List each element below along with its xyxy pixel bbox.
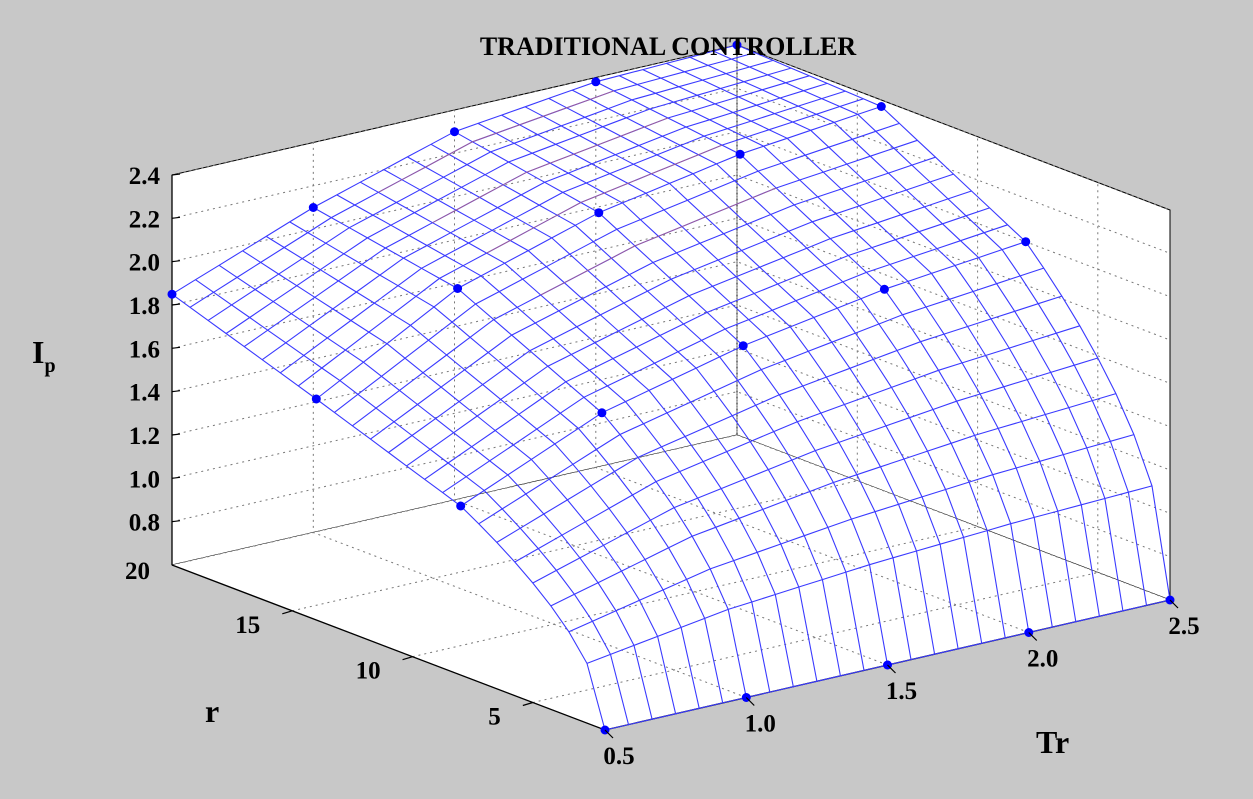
mesh-line-r xyxy=(568,434,1135,633)
z-tick-mark xyxy=(171,303,181,306)
data-marker xyxy=(594,208,604,218)
tick-labels: 0.8 1.0 1.2 1.4 1.6 1.8 2.0 2.2 2.4 5 10 15 20 0.5 1.0… xyxy=(125,163,1200,770)
data-marker xyxy=(311,394,321,404)
y-grid-line xyxy=(532,182,1099,703)
mesh-line-r xyxy=(334,122,900,413)
z-tick-label: 2.2 xyxy=(129,206,160,233)
x-tick-label: 0.5 xyxy=(603,743,634,770)
mesh-line-r xyxy=(442,224,1008,494)
mesh-line-r xyxy=(478,267,1044,525)
z-tick-mark xyxy=(171,216,181,219)
y-grid-line xyxy=(171,45,738,566)
y-grid-line xyxy=(292,90,858,612)
z-tick-mark xyxy=(171,346,181,349)
data-marker xyxy=(735,149,745,159)
data-marker xyxy=(167,289,177,299)
z-grid-line xyxy=(171,391,1171,558)
mesh-line-r xyxy=(406,190,972,467)
mesh-highlight xyxy=(486,144,723,254)
data-marker xyxy=(1021,237,1031,247)
z-grid-line xyxy=(171,44,1171,211)
y-grid-line xyxy=(412,136,979,658)
data-marker xyxy=(450,127,459,137)
y-tick-label: 10 xyxy=(356,658,381,685)
mesh-line-r xyxy=(261,82,828,361)
x-tick-label: 1.5 xyxy=(886,678,917,705)
z-grid-line xyxy=(171,87,1171,254)
z-tick-mark xyxy=(171,390,181,393)
x-tick-mark xyxy=(887,664,896,674)
z-grid-line xyxy=(171,261,1171,428)
y-tick-mark xyxy=(402,656,413,661)
z-tick-mark xyxy=(171,433,181,436)
data-marker xyxy=(453,284,463,293)
z-axis-label: Ip xyxy=(32,334,56,377)
x-tick-label: 2.5 xyxy=(1168,613,1199,640)
axes-pane xyxy=(171,44,1171,730)
y-tick-mark xyxy=(522,701,534,707)
mesh-line-r xyxy=(496,295,1062,543)
surface-mesh xyxy=(171,44,1171,731)
x-tick-label: 2.0 xyxy=(1027,646,1058,673)
data-marker xyxy=(738,341,748,351)
z-tick-label: 1.8 xyxy=(129,293,160,320)
mesh-line-r xyxy=(514,325,1080,563)
z-tick-mark xyxy=(171,520,181,523)
mesh-line-r xyxy=(586,485,1153,664)
mesh-line-r xyxy=(550,393,1117,607)
mesh-highlight xyxy=(378,90,614,193)
z-tick-mark xyxy=(171,173,181,176)
floor-pane xyxy=(172,435,1170,730)
y-axis-label: r xyxy=(205,693,219,729)
z-tick-label: 0.8 xyxy=(129,510,160,537)
x-tick-mark xyxy=(1028,632,1038,641)
mesh-line-r xyxy=(424,207,990,480)
data-marker xyxy=(876,102,886,111)
y-tick-label: 15 xyxy=(235,612,260,639)
z-tick-label: 1.2 xyxy=(129,423,160,450)
z-tick-label: 2.0 xyxy=(129,250,160,277)
z-grid-line xyxy=(171,304,1171,471)
x-tick-mark xyxy=(1169,599,1179,609)
z-tick-label: 1.0 xyxy=(129,466,160,493)
chart-title: TRADITIONAL CONTROLLER xyxy=(480,32,857,61)
z-tick-label: 1.6 xyxy=(129,336,160,363)
mesh-highlight xyxy=(432,117,669,224)
mesh-line-r xyxy=(532,357,1098,584)
z-tick-label: 1.4 xyxy=(129,380,161,407)
z-axis-label-main: I xyxy=(32,334,44,370)
y-tick-mark xyxy=(282,610,293,615)
x-grid-line xyxy=(736,45,1171,601)
mesh-line-r xyxy=(388,173,954,453)
data-marker xyxy=(597,408,607,418)
z-axis-label-subscript: p xyxy=(44,355,55,377)
mesh-line-r xyxy=(370,156,936,440)
mesh-line-r xyxy=(207,59,774,321)
mesh-line-r xyxy=(225,67,792,334)
z-grid-line xyxy=(171,347,1171,514)
data-marker xyxy=(456,501,466,511)
data-marker xyxy=(308,203,318,212)
mesh-highlight xyxy=(540,187,777,296)
z-tick-mark xyxy=(171,476,181,479)
x-grid-line xyxy=(595,77,1029,633)
x-tick-mark xyxy=(604,729,614,739)
x-tick-mark xyxy=(745,697,755,706)
data-marker xyxy=(879,284,889,294)
z-tick-mark xyxy=(171,260,181,263)
x-tick-label: 1.0 xyxy=(745,711,776,738)
data-marker xyxy=(732,40,742,50)
data-marker xyxy=(591,77,601,87)
z-tick-label: 2.4 xyxy=(129,163,161,190)
y-tick-label: 20 xyxy=(125,558,150,585)
x-axis-label: Tr xyxy=(1036,724,1069,760)
mesh-line-r xyxy=(279,90,846,374)
y-tick-label: 5 xyxy=(488,704,501,731)
